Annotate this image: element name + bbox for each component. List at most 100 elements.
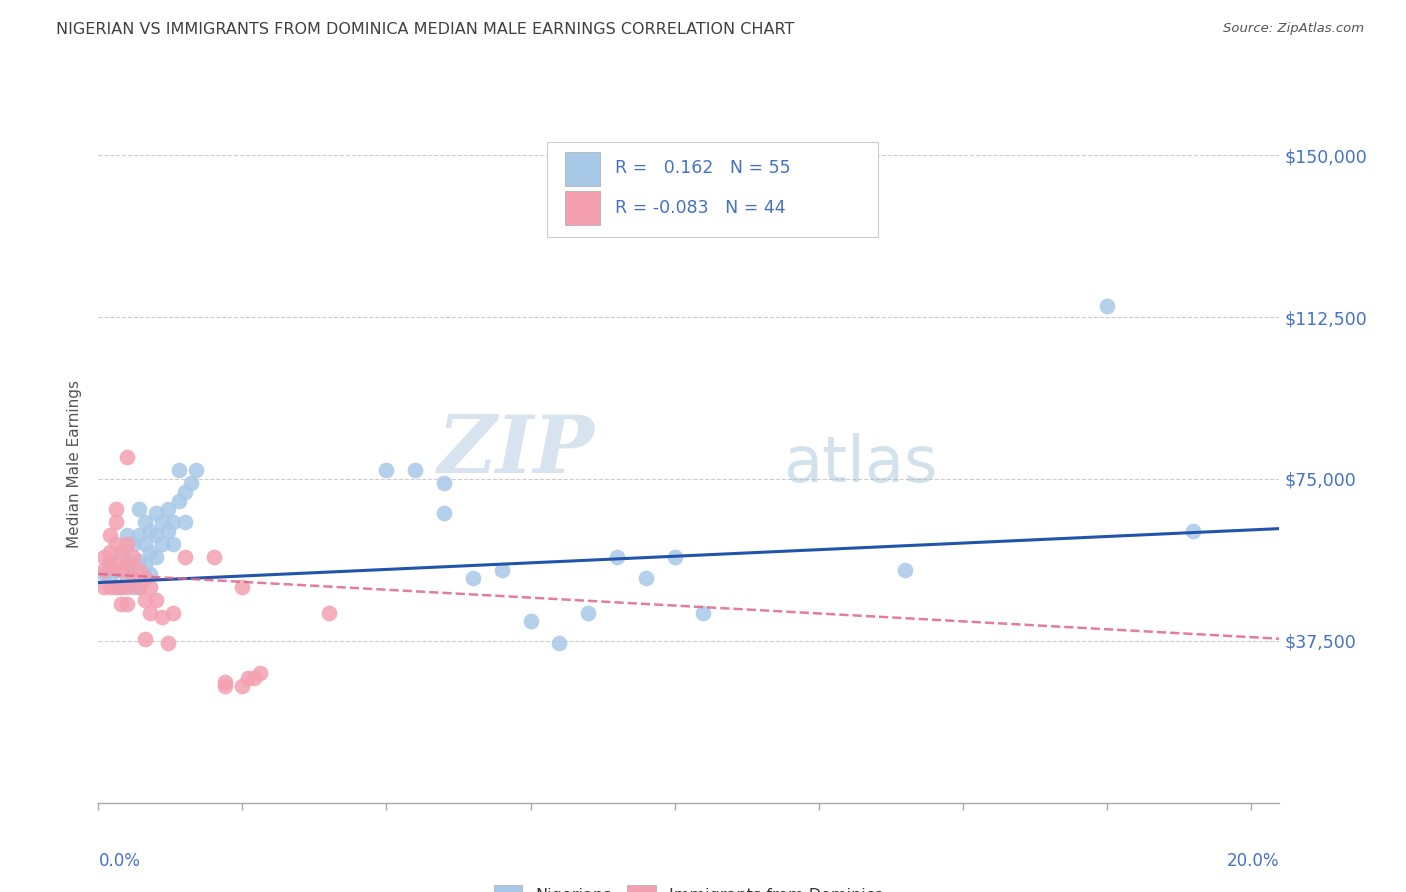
- Point: [98, 528, 121, 542]
- Point: [231, 580, 253, 594]
- Text: NIGERIAN VS IMMIGRANTS FROM DOMINICA MEDIAN MALE EARNINGS CORRELATION CHART: NIGERIAN VS IMMIGRANTS FROM DOMINICA MED…: [56, 22, 794, 37]
- Text: atlas: atlas: [783, 433, 938, 495]
- Point: [491, 563, 513, 577]
- Point: [243, 671, 266, 685]
- Point: [98, 545, 121, 559]
- Point: [519, 615, 541, 629]
- Point: [93, 563, 115, 577]
- Point: [134, 632, 156, 646]
- Point: [115, 528, 138, 542]
- Point: [173, 515, 195, 529]
- Point: [162, 515, 184, 529]
- Point: [104, 502, 127, 516]
- Point: [214, 679, 236, 693]
- Text: 0.0%: 0.0%: [98, 852, 141, 870]
- Point: [150, 610, 173, 624]
- Point: [104, 515, 127, 529]
- FancyBboxPatch shape: [547, 142, 877, 236]
- Point: [634, 571, 657, 585]
- Point: [115, 554, 138, 568]
- Point: [128, 580, 150, 594]
- Point: [461, 571, 484, 585]
- Point: [134, 537, 156, 551]
- Point: [139, 566, 162, 581]
- Point: [98, 554, 121, 568]
- Point: [128, 502, 150, 516]
- Point: [156, 524, 179, 538]
- Point: [128, 528, 150, 542]
- Point: [606, 549, 628, 564]
- Point: [98, 558, 121, 573]
- Bar: [565, 191, 600, 225]
- Point: [139, 606, 162, 620]
- Point: [122, 558, 145, 573]
- Point: [202, 549, 225, 564]
- Point: [128, 563, 150, 577]
- Point: [249, 666, 271, 681]
- Point: [180, 476, 202, 491]
- Point: [104, 580, 127, 594]
- Point: [104, 558, 127, 573]
- Point: [93, 566, 115, 581]
- Point: [173, 484, 195, 499]
- Point: [692, 606, 714, 620]
- Point: [110, 580, 132, 594]
- Point: [134, 515, 156, 529]
- Point: [404, 463, 426, 477]
- Text: ZIP: ZIP: [437, 411, 595, 489]
- Point: [150, 515, 173, 529]
- Point: [122, 571, 145, 585]
- Point: [162, 537, 184, 551]
- Point: [110, 545, 132, 559]
- Point: [115, 571, 138, 585]
- Point: [115, 450, 138, 465]
- Point: [548, 636, 571, 650]
- Point: [110, 563, 132, 577]
- Point: [128, 554, 150, 568]
- Point: [664, 549, 686, 564]
- Point: [128, 580, 150, 594]
- Point: [122, 549, 145, 564]
- Point: [134, 571, 156, 585]
- Point: [1182, 524, 1205, 538]
- Point: [433, 507, 456, 521]
- Point: [134, 558, 156, 573]
- Point: [433, 476, 456, 491]
- Point: [145, 507, 167, 521]
- Point: [104, 537, 127, 551]
- Point: [104, 580, 127, 594]
- Point: [115, 537, 138, 551]
- Point: [93, 580, 115, 594]
- Point: [115, 597, 138, 611]
- Point: [186, 463, 208, 477]
- Point: [115, 558, 138, 573]
- Text: R = -0.083   N = 44: R = -0.083 N = 44: [614, 199, 785, 218]
- Point: [139, 524, 162, 538]
- Point: [145, 592, 167, 607]
- Point: [115, 580, 138, 594]
- Point: [110, 580, 132, 594]
- Point: [156, 502, 179, 516]
- Point: [98, 580, 121, 594]
- Point: [93, 549, 115, 564]
- Point: [162, 606, 184, 620]
- Point: [156, 636, 179, 650]
- Point: [150, 537, 173, 551]
- Y-axis label: Median Male Earnings: Median Male Earnings: [67, 380, 83, 548]
- Point: [318, 606, 340, 620]
- Point: [134, 592, 156, 607]
- Point: [139, 545, 162, 559]
- Point: [98, 571, 121, 585]
- Point: [122, 580, 145, 594]
- Point: [122, 537, 145, 551]
- Text: Source: ZipAtlas.com: Source: ZipAtlas.com: [1223, 22, 1364, 36]
- Point: [214, 674, 236, 689]
- Point: [238, 671, 260, 685]
- Point: [145, 549, 167, 564]
- Point: [167, 493, 190, 508]
- Text: R =   0.162   N = 55: R = 0.162 N = 55: [614, 159, 790, 177]
- Point: [894, 563, 917, 577]
- Point: [110, 597, 132, 611]
- Point: [145, 528, 167, 542]
- Point: [104, 563, 127, 577]
